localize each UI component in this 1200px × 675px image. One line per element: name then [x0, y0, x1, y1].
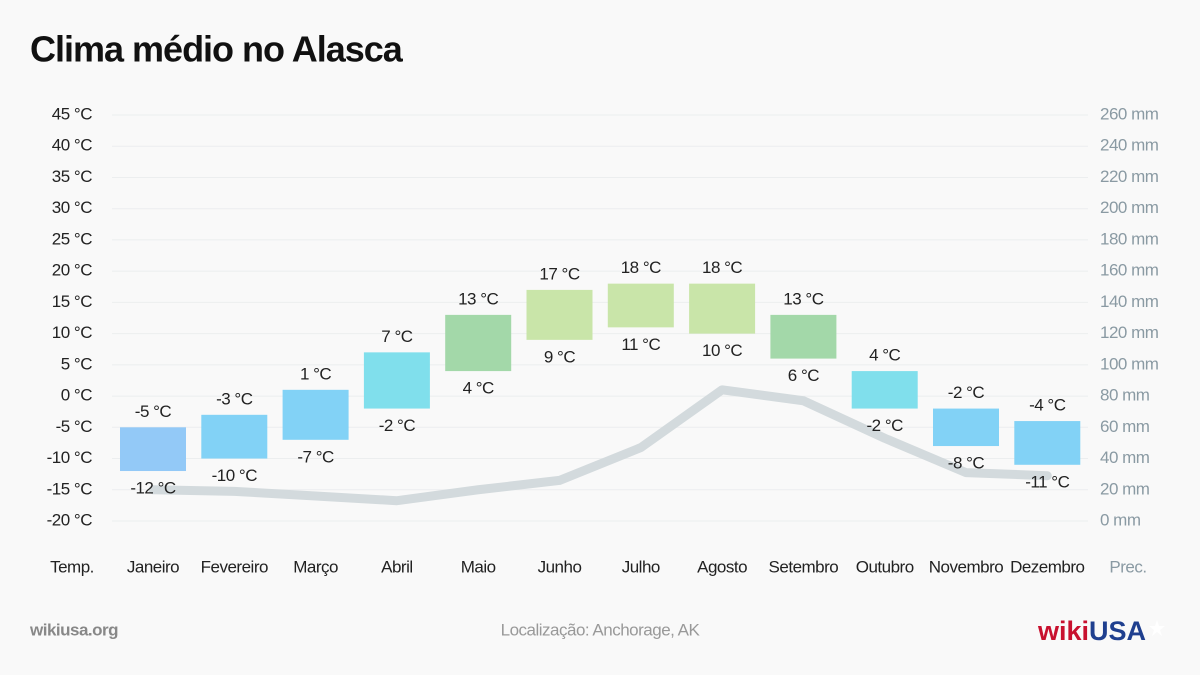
range-bar: [120, 427, 186, 472]
high-label: -5 °C: [135, 402, 172, 421]
low-label: -2 °C: [379, 416, 416, 435]
low-label: 9 °C: [544, 347, 575, 366]
range-bar: [526, 289, 593, 340]
x-tick-label: Setembro: [769, 557, 839, 576]
low-label: -8 °C: [948, 454, 985, 473]
high-label: -4 °C: [1029, 396, 1066, 415]
y2-tick-label: 260 mm: [1100, 104, 1159, 123]
y2-tick-label: 200 mm: [1100, 198, 1159, 217]
y-tick-label: 35 °C: [52, 167, 92, 186]
y-tick-label: 5 °C: [61, 354, 92, 373]
low-label: 4 °C: [463, 379, 494, 398]
range-bar: [445, 314, 512, 372]
high-label: 18 °C: [702, 258, 742, 277]
high-label: -2 °C: [948, 383, 985, 402]
y2-tick-label: 180 mm: [1100, 229, 1159, 248]
y-axis-label: Temp.: [50, 557, 94, 576]
x-tick-label: Março: [293, 557, 338, 576]
y2-tick-label: 40 mm: [1100, 448, 1150, 467]
high-label: 13 °C: [783, 289, 823, 308]
range-bar: [933, 408, 999, 447]
y-tick-label: 25 °C: [52, 229, 92, 248]
x-tick-label: Dezembro: [1010, 557, 1084, 576]
high-label: -3 °C: [216, 389, 253, 408]
range-bar: [363, 352, 430, 409]
low-label: 11 °C: [621, 335, 660, 354]
logo-wiki: wiki: [1037, 616, 1089, 646]
low-label: -10 °C: [212, 466, 258, 485]
x-tick-label: Abril: [381, 557, 413, 576]
x-tick-label: Agosto: [697, 557, 747, 576]
y-tick-label: 0 °C: [61, 386, 92, 405]
chart-title: Clima médio no Alasca: [30, 29, 404, 70]
logo-star: [1149, 620, 1165, 636]
logo-usa: USA: [1089, 616, 1146, 646]
y2-tick-label: 80 mm: [1100, 386, 1150, 405]
x-tick-label: Fevereiro: [201, 557, 268, 576]
low-label: 10 °C: [702, 341, 742, 360]
range-bar: [201, 414, 268, 459]
y-tick-label: 45 °C: [52, 104, 92, 123]
x-tick-label: Janeiro: [127, 557, 179, 576]
range-bar: [851, 371, 918, 409]
y2-tick-label: 0 mm: [1100, 510, 1141, 529]
high-label: 7 °C: [381, 327, 412, 346]
y-tick-label: 40 °C: [52, 136, 92, 155]
y2-tick-label: 20 mm: [1100, 479, 1150, 498]
high-label: 17 °C: [539, 264, 579, 283]
y-tick-label: 10 °C: [52, 323, 92, 342]
x-tick-label: Julho: [622, 557, 660, 576]
range-bar: [689, 283, 756, 334]
low-label: -11 °C: [1025, 472, 1069, 491]
high-label: 18 °C: [621, 258, 661, 277]
y-tick-label: -10 °C: [47, 448, 93, 467]
y-tick-label: -15 °C: [47, 479, 93, 498]
x-tick-label: Novembro: [929, 557, 1003, 576]
low-label: -2 °C: [866, 416, 903, 435]
y-tick-label: 20 °C: [52, 261, 92, 280]
y2-tick-label: 240 mm: [1100, 136, 1159, 155]
y-tick-label: 15 °C: [52, 292, 92, 311]
y2-tick-label: 160 mm: [1100, 261, 1159, 280]
x-tick-label: Outubro: [856, 557, 914, 576]
range-bar: [607, 283, 674, 328]
y-tick-label: 30 °C: [52, 198, 92, 217]
range-bar: [770, 314, 837, 359]
y2-tick-label: 120 mm: [1100, 323, 1159, 342]
source: wikiusa.org: [29, 620, 118, 639]
y-tick-label: -5 °C: [56, 417, 93, 436]
high-label: 1 °C: [300, 364, 331, 383]
logo: wikiUSA: [1037, 616, 1146, 646]
low-label: -12 °C: [130, 479, 176, 498]
x-tick-label: Maio: [461, 557, 496, 576]
y2-axis-label: Prec.: [1109, 557, 1146, 576]
low-label: 6 °C: [788, 366, 819, 385]
high-label: 13 °C: [458, 289, 498, 308]
low-label: -7 °C: [297, 447, 334, 466]
range-bar: [282, 389, 349, 440]
location: Localização: Anchorage, AK: [501, 620, 701, 639]
range-bar: [1014, 421, 1081, 465]
y2-tick-label: 100 mm: [1100, 354, 1159, 373]
y2-tick-label: 60 mm: [1100, 417, 1150, 436]
high-label: 4 °C: [869, 346, 900, 365]
x-tick-label: Junho: [538, 557, 582, 576]
precipitation-line: [148, 385, 1052, 506]
y2-tick-label: 220 mm: [1100, 167, 1159, 186]
y-tick-label: -20 °C: [47, 510, 93, 529]
y2-tick-label: 140 mm: [1100, 292, 1159, 311]
